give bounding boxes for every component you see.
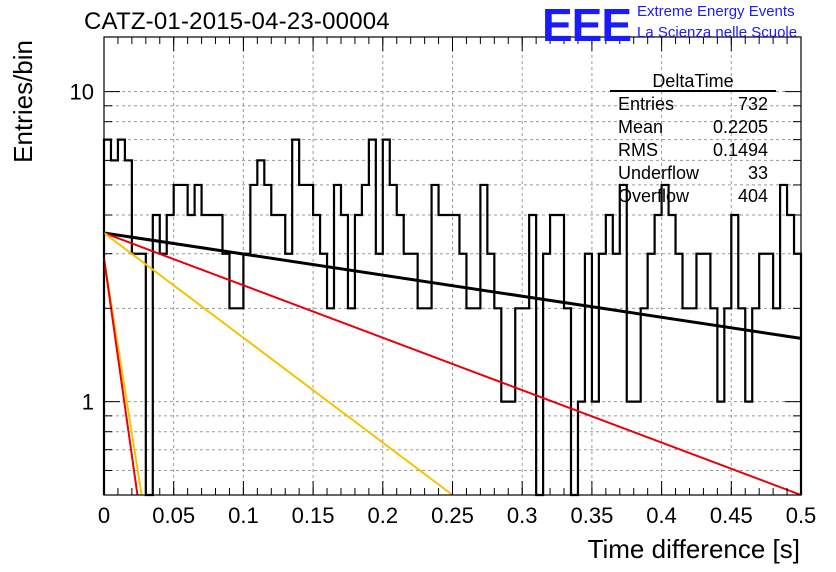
x-tick-label: 0.05 <box>152 503 195 528</box>
x-axis-label: Time difference [s] <box>588 534 800 564</box>
y-tick-label: 10 <box>70 80 94 105</box>
x-tick-label: 0.2 <box>368 503 399 528</box>
stats-value-mean: 0.2205 <box>713 117 768 137</box>
fit-line-4 <box>103 258 139 496</box>
x-tick-label: 0.5 <box>786 503 817 528</box>
stats-box-title: DeltaTime <box>652 71 733 91</box>
x-tick-label: 0.45 <box>710 503 753 528</box>
stats-value-overflow: 404 <box>738 186 768 206</box>
stats-value-entries: 732 <box>738 94 768 114</box>
x-tick-label: 0.35 <box>570 503 613 528</box>
fit-line-0 <box>103 231 802 340</box>
stats-label-rms: RMS <box>618 140 658 160</box>
x-tick-label: 0.4 <box>646 503 677 528</box>
eee-logo: EEE <box>542 0 632 51</box>
stats-value-underflow: 33 <box>748 163 768 183</box>
x-tick-label: 0 <box>98 503 110 528</box>
fit-curves <box>103 231 802 496</box>
logo-subtitle-line2: La Scienza nelle Scuole <box>637 24 798 41</box>
stats-label-underflow: Underflow <box>618 163 700 183</box>
stats-label-mean: Mean <box>618 117 663 137</box>
histogram-outline <box>102 138 803 497</box>
y-tick-label: 1 <box>82 390 94 415</box>
x-tick-label: 0.3 <box>507 503 538 528</box>
stats-box: DeltaTime Entries 732 Mean 0.2205 RMS 0.… <box>610 71 776 206</box>
logo-subtitle-line1: Extreme Energy Events <box>637 3 795 20</box>
x-tick-label: 0.1 <box>228 503 259 528</box>
fit-line-1 <box>103 232 802 496</box>
stats-label-overflow: Overflow <box>618 186 690 206</box>
page-title: CATZ-01-2015-04-23-00004 <box>84 8 390 35</box>
histogram <box>102 138 803 497</box>
stats-label-entries: Entries <box>618 94 674 114</box>
x-tick-label: 0.25 <box>431 503 474 528</box>
y-axis-label: Entries/bin <box>8 40 38 163</box>
x-tick-label: 0.15 <box>292 503 335 528</box>
axis-ticks: 0 0.05 0.1 0.15 0.2 0.25 0.3 0.35 0.4 0.45 0.5 1 10 <box>70 37 817 528</box>
stats-value-rms: 0.1494 <box>713 140 768 160</box>
fit-line-2 <box>103 232 454 496</box>
